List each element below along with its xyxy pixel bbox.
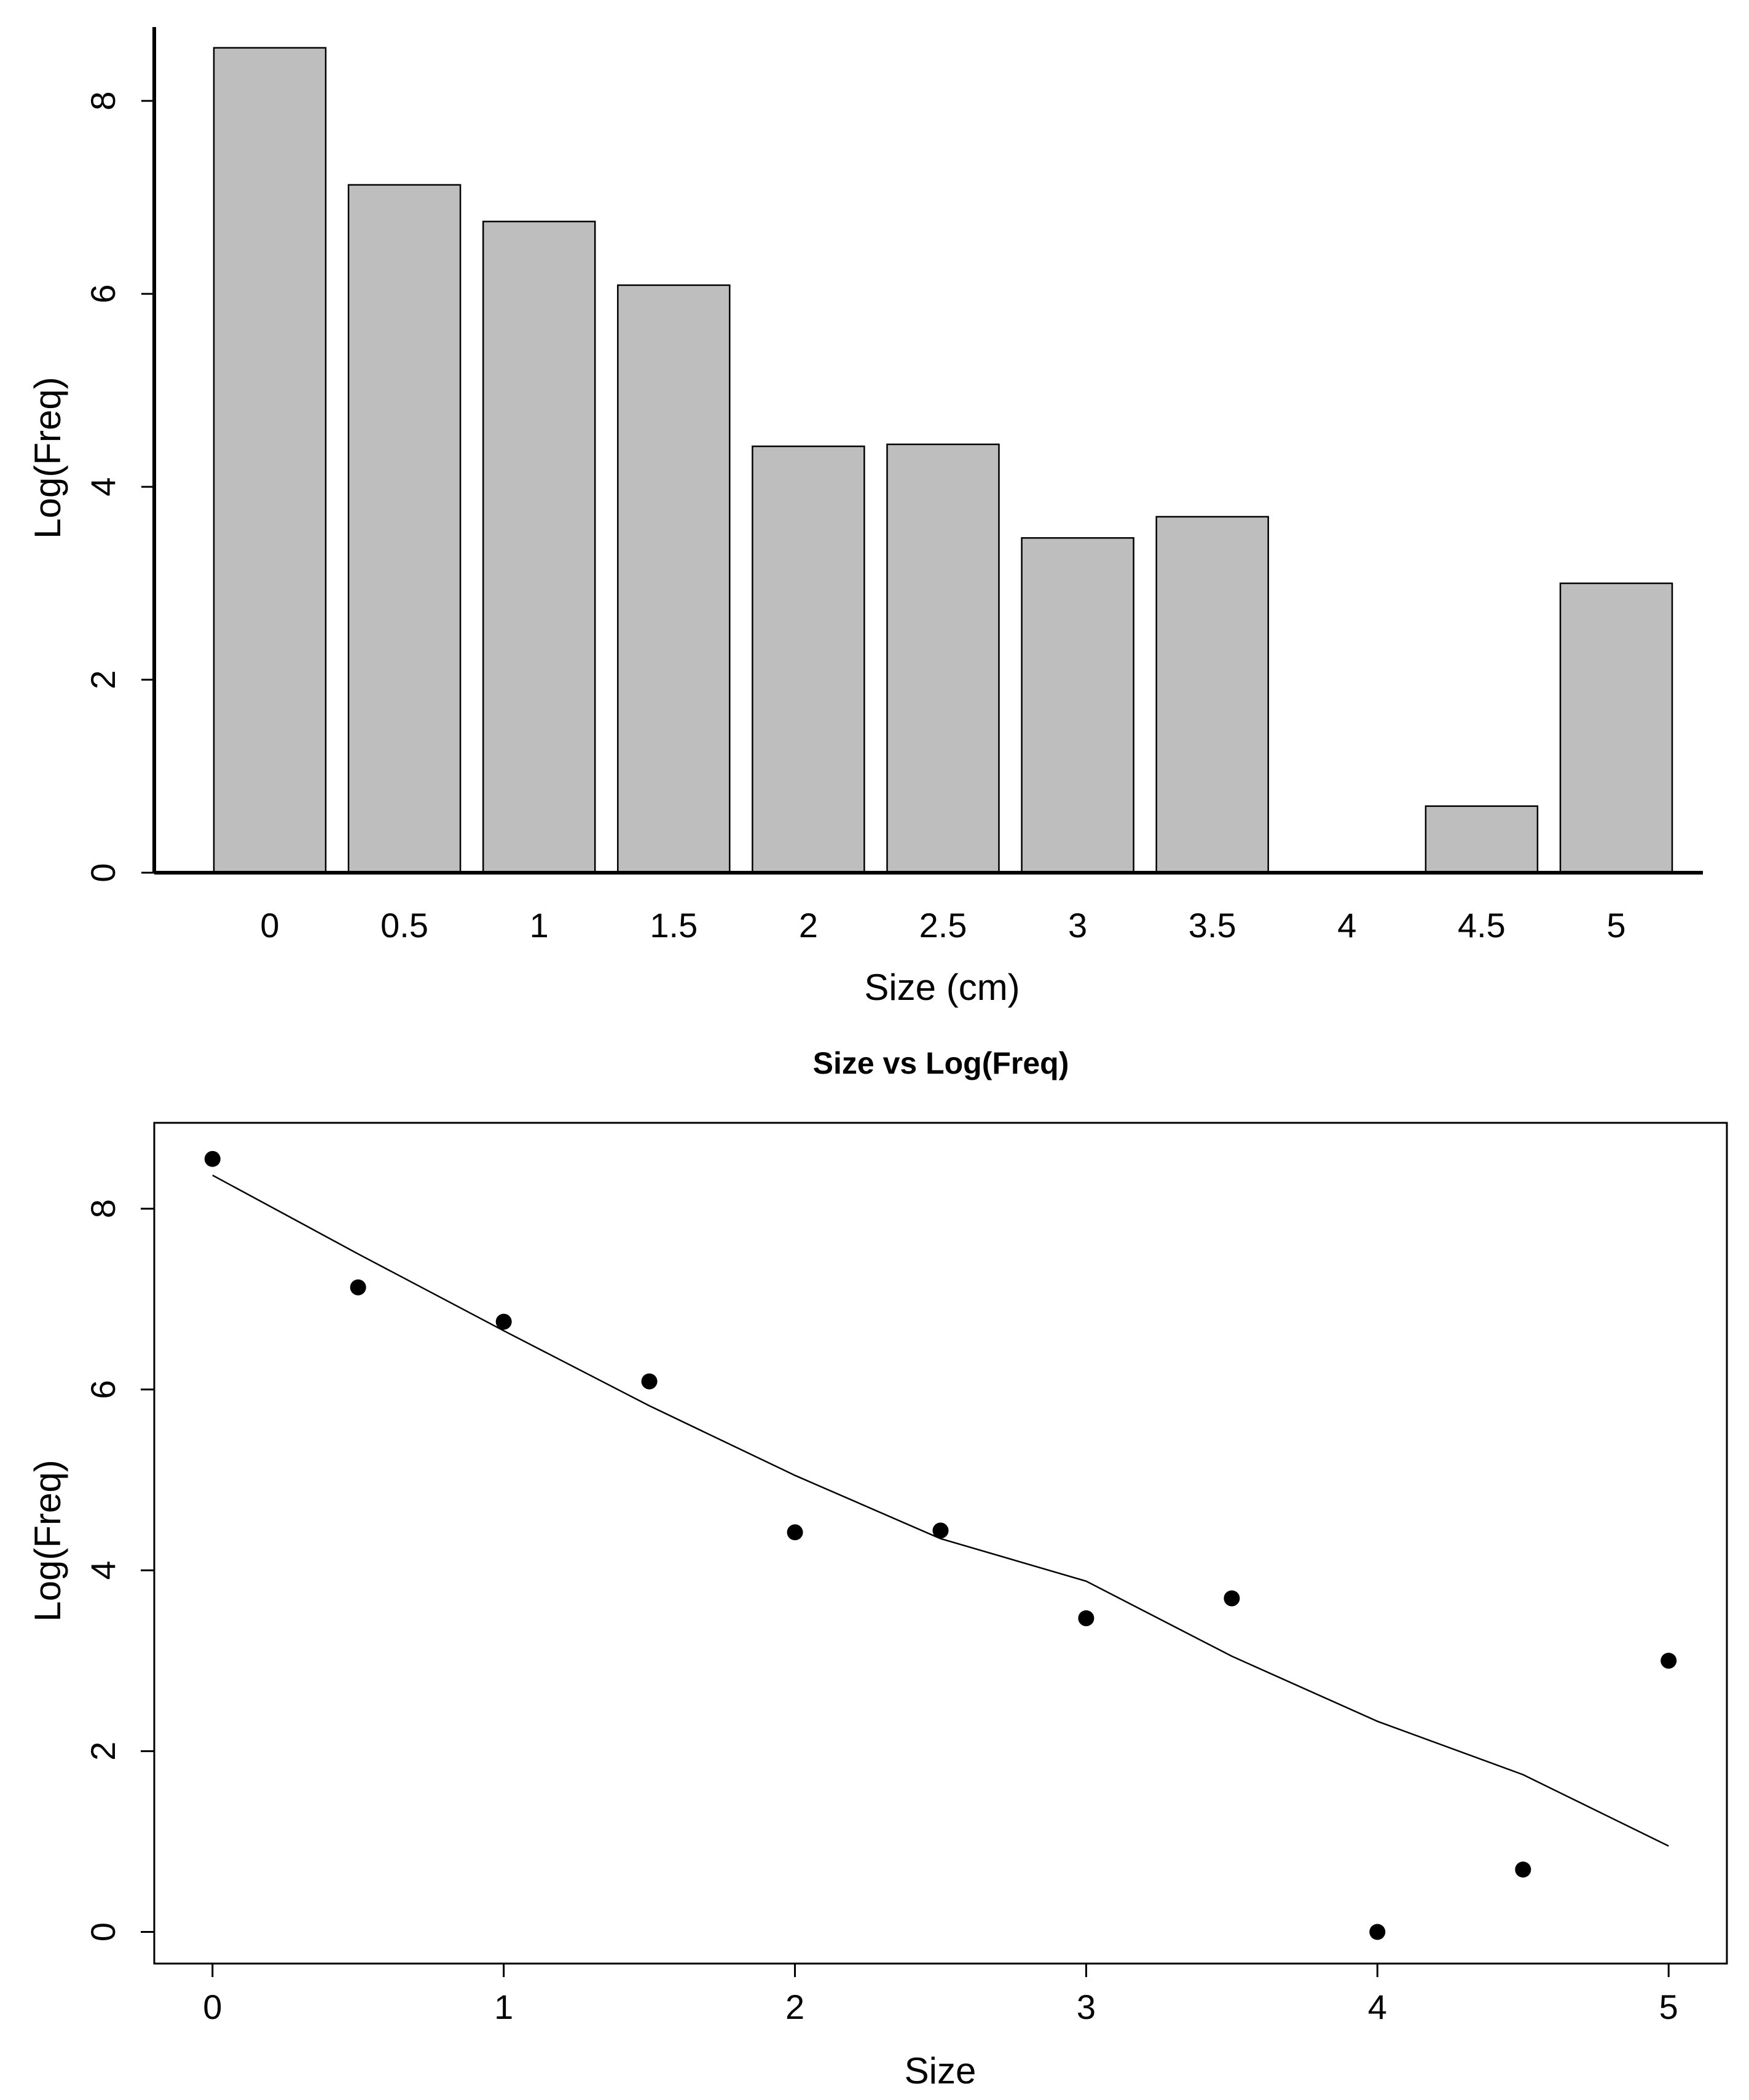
bar-x-tick-label: 1.5	[650, 906, 698, 945]
bar-x-tick-label: 3.5	[1189, 906, 1236, 945]
bar-x-tick-label: 3	[1068, 906, 1087, 945]
bar-0	[213, 47, 327, 874]
bar-2	[752, 445, 865, 874]
bar-2-5	[886, 443, 1000, 874]
bar-x-tick-label: 2	[799, 906, 818, 945]
scatter-y-tick-label: 0	[84, 1922, 122, 1941]
bar-y-tick-label: 0	[84, 863, 122, 882]
scatter-plot-frame	[153, 1122, 1728, 1965]
bar-x-axis-label: Size (cm)	[864, 967, 1020, 1008]
scatter-chart: Size vs Log(Freq) 0 2 4 6 8 0 1 2 3 4 5 Size Log(…	[27, 1046, 1728, 2091]
bar-4-5	[1425, 805, 1539, 874]
scatter-point	[787, 1524, 803, 1541]
bar-3-5	[1155, 516, 1269, 874]
scatter-point	[1224, 1590, 1240, 1606]
scatter-x-tick-label: 0	[203, 1988, 222, 2026]
scatter-y-tick-label: 4	[84, 1561, 122, 1580]
scatter-point	[350, 1279, 366, 1296]
scatter-x-axis-label: Size	[905, 2050, 977, 2091]
bar-y-axis-label: Log(Freq)	[27, 377, 68, 538]
scatter-x-tick-label: 2	[785, 1988, 804, 2026]
bar-x-tick-label: 4	[1337, 906, 1356, 945]
scatter-x-tick-label: 1	[494, 1988, 513, 2026]
scatter-y-tick-label: 6	[84, 1380, 122, 1399]
bar-5	[1559, 582, 1673, 874]
scatter-x-tick-label: 4	[1368, 1988, 1387, 2026]
scatter-chart-title: Size vs Log(Freq)	[813, 1046, 1069, 1080]
bar-x-tick-labels: 0 0.5 1 1.5 2 2.5 3 3.5 4 4.5 5	[260, 906, 1625, 945]
bar-x-tick-label: 5	[1606, 906, 1625, 945]
bar-chart: 0 2 4 6 8 0 0.5 1 1.5 2 2.5 3 3.5 4 4.5 5 Size (cm) Lo…	[27, 27, 1703, 1008]
scatter-y-tick-label: 8	[84, 1199, 122, 1218]
bar-y-ticks: 0 2 4 6 8	[84, 92, 154, 883]
scatter-trend-line	[212, 1174, 1669, 1847]
scatter-point	[932, 1522, 949, 1539]
bar-series	[213, 47, 1673, 874]
scatter-y-axis-label: Log(Freq)	[27, 1460, 68, 1621]
bar-y-tick-label: 6	[84, 285, 122, 304]
scatter-point	[1369, 1924, 1386, 1940]
bar-3	[1021, 537, 1134, 874]
scatter-point	[495, 1313, 512, 1330]
bar-0-5	[347, 184, 462, 874]
scatter-x-tick-label: 5	[1659, 1988, 1678, 2026]
bar-1-5	[617, 284, 731, 874]
bar-y-tick-label: 8	[84, 92, 122, 111]
scatter-y-tick-label: 2	[84, 1742, 122, 1761]
bar-1	[482, 221, 596, 874]
scatter-y-ticks: 0 2 4 6 8	[84, 1199, 154, 1941]
bar-x-tick-label: 4.5	[1458, 906, 1506, 945]
scatter-point	[1078, 1610, 1095, 1627]
scatter-series	[204, 1150, 1677, 1940]
bar-y-tick-label: 4	[84, 478, 122, 497]
scatter-x-tick-label: 3	[1077, 1988, 1096, 2026]
scatter-point	[204, 1150, 221, 1167]
scatter-point	[1661, 1653, 1677, 1669]
bar-x-tick-label: 1	[530, 906, 549, 945]
scatter-point	[1515, 1862, 1531, 1878]
bar-x-tick-label: 0	[260, 906, 279, 945]
bar-y-tick-label: 2	[84, 670, 122, 689]
bar-x-tick-label: 2.5	[919, 906, 967, 945]
scatter-x-ticks: 0 1 2 3 4 5	[203, 1964, 1678, 2026]
bar-x-tick-label: 0.5	[380, 906, 428, 945]
scatter-point	[641, 1373, 658, 1390]
